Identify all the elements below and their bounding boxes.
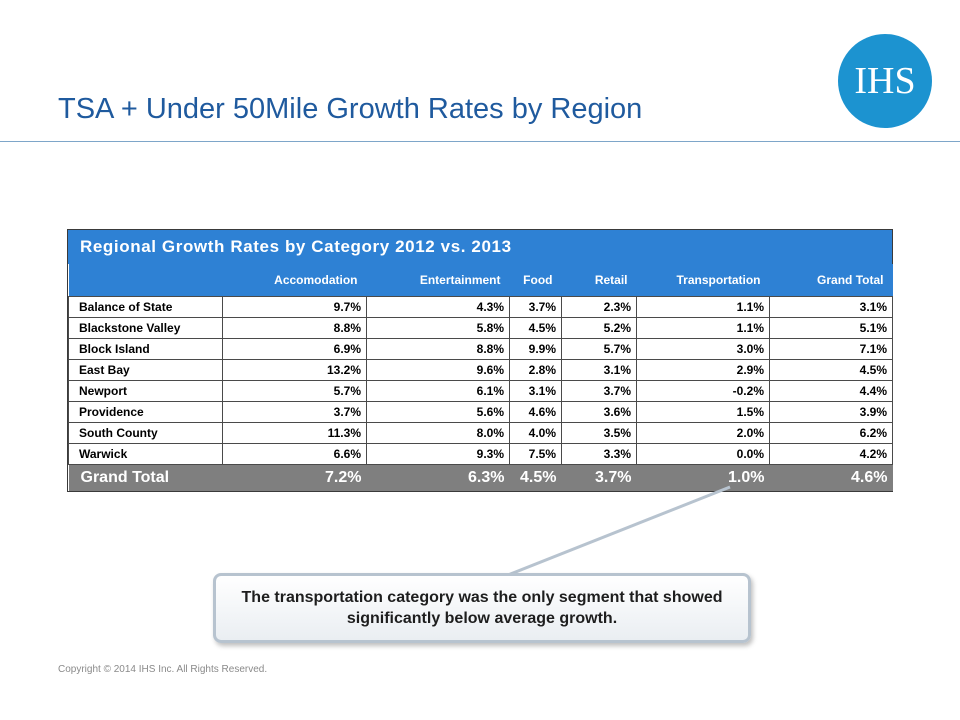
table-row: Balance of State 9.7% 4.3% 3.7% 2.3% 1.1% 3.1%	[68, 296, 893, 318]
table-row: East Bay 13.2% 9.6% 2.8% 3.1% 2.9% 4.5%	[68, 359, 893, 381]
column-header-food: Food	[509, 264, 562, 297]
table-cell: 3.3%	[561, 443, 637, 465]
table-cell: 3.1%	[509, 380, 562, 402]
table-cell: 9.3%	[366, 443, 510, 465]
growth-rates-table: Regional Growth Rates by Category 2012 v…	[67, 229, 893, 492]
table-cell: 3.6%	[561, 401, 637, 423]
total-cell: 3.7%	[561, 464, 637, 491]
table-cell: 4.2%	[769, 443, 893, 465]
row-label: Balance of State	[68, 296, 223, 318]
column-header-accomodation: Accomodation	[222, 264, 367, 297]
table-row: Blackstone Valley 8.8% 5.8% 4.5% 5.2% 1.1% 5.1…	[68, 317, 893, 339]
logo-text: IHS	[854, 60, 916, 102]
table-row: Warwick 6.6% 9.3% 7.5% 3.3% 0.0% 4.2%	[68, 443, 893, 465]
row-label: Warwick	[68, 443, 223, 465]
table-cell: 2.9%	[636, 359, 770, 381]
total-cell: 7.2%	[222, 464, 367, 491]
table-caption: Regional Growth Rates by Category 2012 v…	[80, 237, 512, 256]
total-cell: 4.5%	[509, 464, 562, 491]
column-header	[68, 264, 223, 297]
table-row: South County 11.3% 8.0% 4.0% 3.5% 2.0% 6.2%	[68, 422, 893, 444]
total-label: Grand Total	[68, 464, 223, 491]
row-label: Newport	[68, 380, 223, 402]
table-row: Newport 5.7% 6.1% 3.1% 3.7% -0.2% 4.4%	[68, 380, 893, 402]
table-header: Regional Growth Rates by Category 2012 v…	[68, 230, 892, 264]
table-cell: 5.6%	[366, 401, 510, 423]
callout-text: The transportation category was the only…	[241, 589, 723, 627]
callout-pointer-line	[502, 485, 731, 579]
column-header-row: Accomodation Entertainment Food Retail T…	[68, 264, 893, 297]
copyright-notice: Copyright © 2014 IHS Inc. All Rights Res…	[58, 664, 268, 675]
total-cell: 4.6%	[769, 464, 893, 491]
column-header-grand-total: Grand Total	[769, 264, 893, 297]
title-divider	[0, 141, 960, 142]
table-cell: 6.6%	[222, 443, 367, 465]
total-cell: 6.3%	[366, 464, 510, 491]
table-cell: 3.5%	[561, 422, 637, 444]
table-cell: 6.2%	[769, 422, 893, 444]
ihs-logo: IHS	[838, 34, 932, 128]
column-header-retail: Retail	[561, 264, 637, 297]
row-label: Block Island	[68, 338, 223, 360]
total-cell: 1.0%	[636, 464, 770, 491]
rates-grid: Accomodation Entertainment Food Retail T…	[68, 264, 893, 491]
slide-title: TSA + Under 50Mile Growth Rates by Regio…	[58, 93, 643, 125]
table-cell: 4.5%	[509, 317, 562, 339]
table-body: Balance of State 9.7% 4.3% 3.7% 2.3% 1.1% 3.1%…	[68, 296, 893, 491]
column-header-transportation: Transportation	[636, 264, 770, 297]
table-cell: 7.5%	[509, 443, 562, 465]
grand-total-row: Grand Total 7.2% 6.3% 4.5% 3.7% 1.0% 4.6%	[68, 464, 893, 491]
table-cell: 0.0%	[636, 443, 770, 465]
column-header-entertainment: Entertainment	[366, 264, 510, 297]
callout-box: The transportation category was the only…	[213, 573, 751, 643]
